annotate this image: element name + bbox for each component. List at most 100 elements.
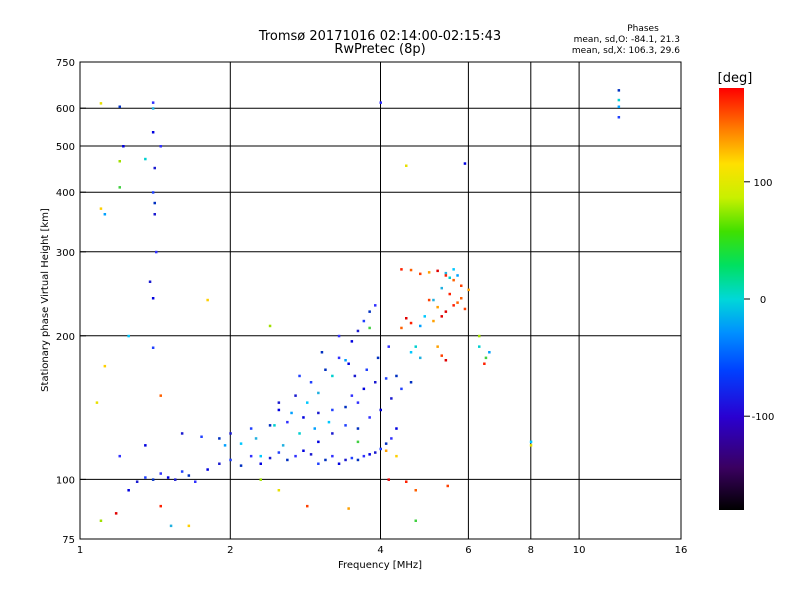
data-point <box>259 462 262 465</box>
data-point <box>405 164 408 167</box>
data-point <box>444 271 448 275</box>
data-point <box>374 304 377 307</box>
data-point <box>356 329 360 333</box>
data-point <box>529 440 533 444</box>
data-point <box>313 427 316 430</box>
data-point <box>290 411 293 415</box>
data-point <box>151 191 155 194</box>
data-point <box>356 458 360 462</box>
data-point <box>409 381 413 384</box>
data-point <box>254 437 258 440</box>
data-point <box>302 416 305 419</box>
data-point <box>444 274 448 277</box>
data-point <box>337 356 341 360</box>
data-point <box>463 307 467 311</box>
data-point <box>239 442 243 445</box>
data-point <box>309 381 313 384</box>
data-point <box>379 408 382 412</box>
data-point <box>249 454 253 458</box>
data-point <box>135 480 139 483</box>
data-point <box>218 437 221 440</box>
data-point <box>368 310 371 313</box>
phases-o-stats: mean, sd,O: -84.1, 21.3 <box>574 35 680 45</box>
data-point <box>400 268 403 271</box>
data-point <box>200 435 203 438</box>
x-tick-label: 2 <box>227 545 233 556</box>
data-point <box>427 298 431 302</box>
data-point <box>409 321 413 325</box>
data-point <box>337 462 341 465</box>
data-point <box>344 458 347 462</box>
x-tick-label: 8 <box>528 545 534 556</box>
data-point <box>387 478 390 481</box>
data-point <box>432 319 435 323</box>
data-point <box>423 315 426 318</box>
data-point <box>151 297 155 300</box>
data-point <box>118 454 121 458</box>
colorbar-tick-label: -100 <box>752 412 775 423</box>
data-point <box>166 476 170 479</box>
y-tick-label: 300 <box>56 248 75 259</box>
data-point <box>427 271 431 274</box>
data-point <box>317 440 320 444</box>
data-point <box>277 489 281 492</box>
data-point <box>365 368 368 371</box>
data-point <box>286 458 289 462</box>
data-point <box>414 519 417 522</box>
data-point <box>344 424 347 427</box>
data-point <box>344 359 347 362</box>
data-point <box>529 444 533 447</box>
data-point <box>327 420 331 424</box>
data-point <box>395 427 398 430</box>
y-axis-ticks: 75 100 200 300 400 500 600 750 <box>56 58 86 546</box>
data-point <box>103 213 107 216</box>
data-point <box>617 98 621 102</box>
data-point <box>159 145 162 148</box>
data-point <box>446 484 449 488</box>
data-point <box>467 288 470 292</box>
data-point <box>368 416 371 419</box>
data-point <box>374 451 377 454</box>
x-tick-label: 16 <box>675 545 688 556</box>
data-point <box>331 432 334 435</box>
data-point <box>456 301 459 304</box>
colorbar <box>719 88 744 510</box>
data-point <box>298 374 301 378</box>
y-tick-label: 100 <box>56 475 75 486</box>
y-tick-label: 750 <box>56 58 75 69</box>
y-tick-label: 75 <box>62 535 75 546</box>
data-point <box>103 364 107 368</box>
data-point <box>127 334 130 338</box>
x-axis-ticks: 1 2 4 6 8 10 16 <box>77 545 688 556</box>
data-point <box>400 326 403 330</box>
data-point <box>452 278 455 282</box>
colorbar-ticks: -100 0 100 <box>744 178 774 423</box>
data-point <box>324 458 327 462</box>
data-point <box>259 478 262 481</box>
data-point <box>350 456 354 460</box>
data-point <box>331 408 334 412</box>
data-point <box>347 507 350 510</box>
data-point <box>159 504 162 508</box>
data-point <box>206 298 209 302</box>
data-point <box>362 387 366 391</box>
data-point <box>432 298 435 302</box>
plot-frame <box>79 61 682 540</box>
data-point <box>277 451 281 454</box>
data-point <box>159 394 162 397</box>
data-point <box>456 274 459 277</box>
data-point <box>114 512 118 515</box>
y-axis-label: Stationary phase Virtual Height [km] <box>40 208 51 392</box>
colorbar-tick-label: 100 <box>753 178 772 189</box>
data-point <box>99 102 103 105</box>
data-point <box>118 105 121 108</box>
data-point <box>298 432 301 435</box>
data-point <box>440 315 443 318</box>
data-point <box>395 454 398 458</box>
data-point <box>436 345 439 348</box>
data-point <box>281 444 285 447</box>
x-axis-label: Frequency [MHz] <box>338 560 422 571</box>
data-point <box>374 381 377 384</box>
data-point <box>180 432 184 435</box>
data-point <box>379 101 382 104</box>
